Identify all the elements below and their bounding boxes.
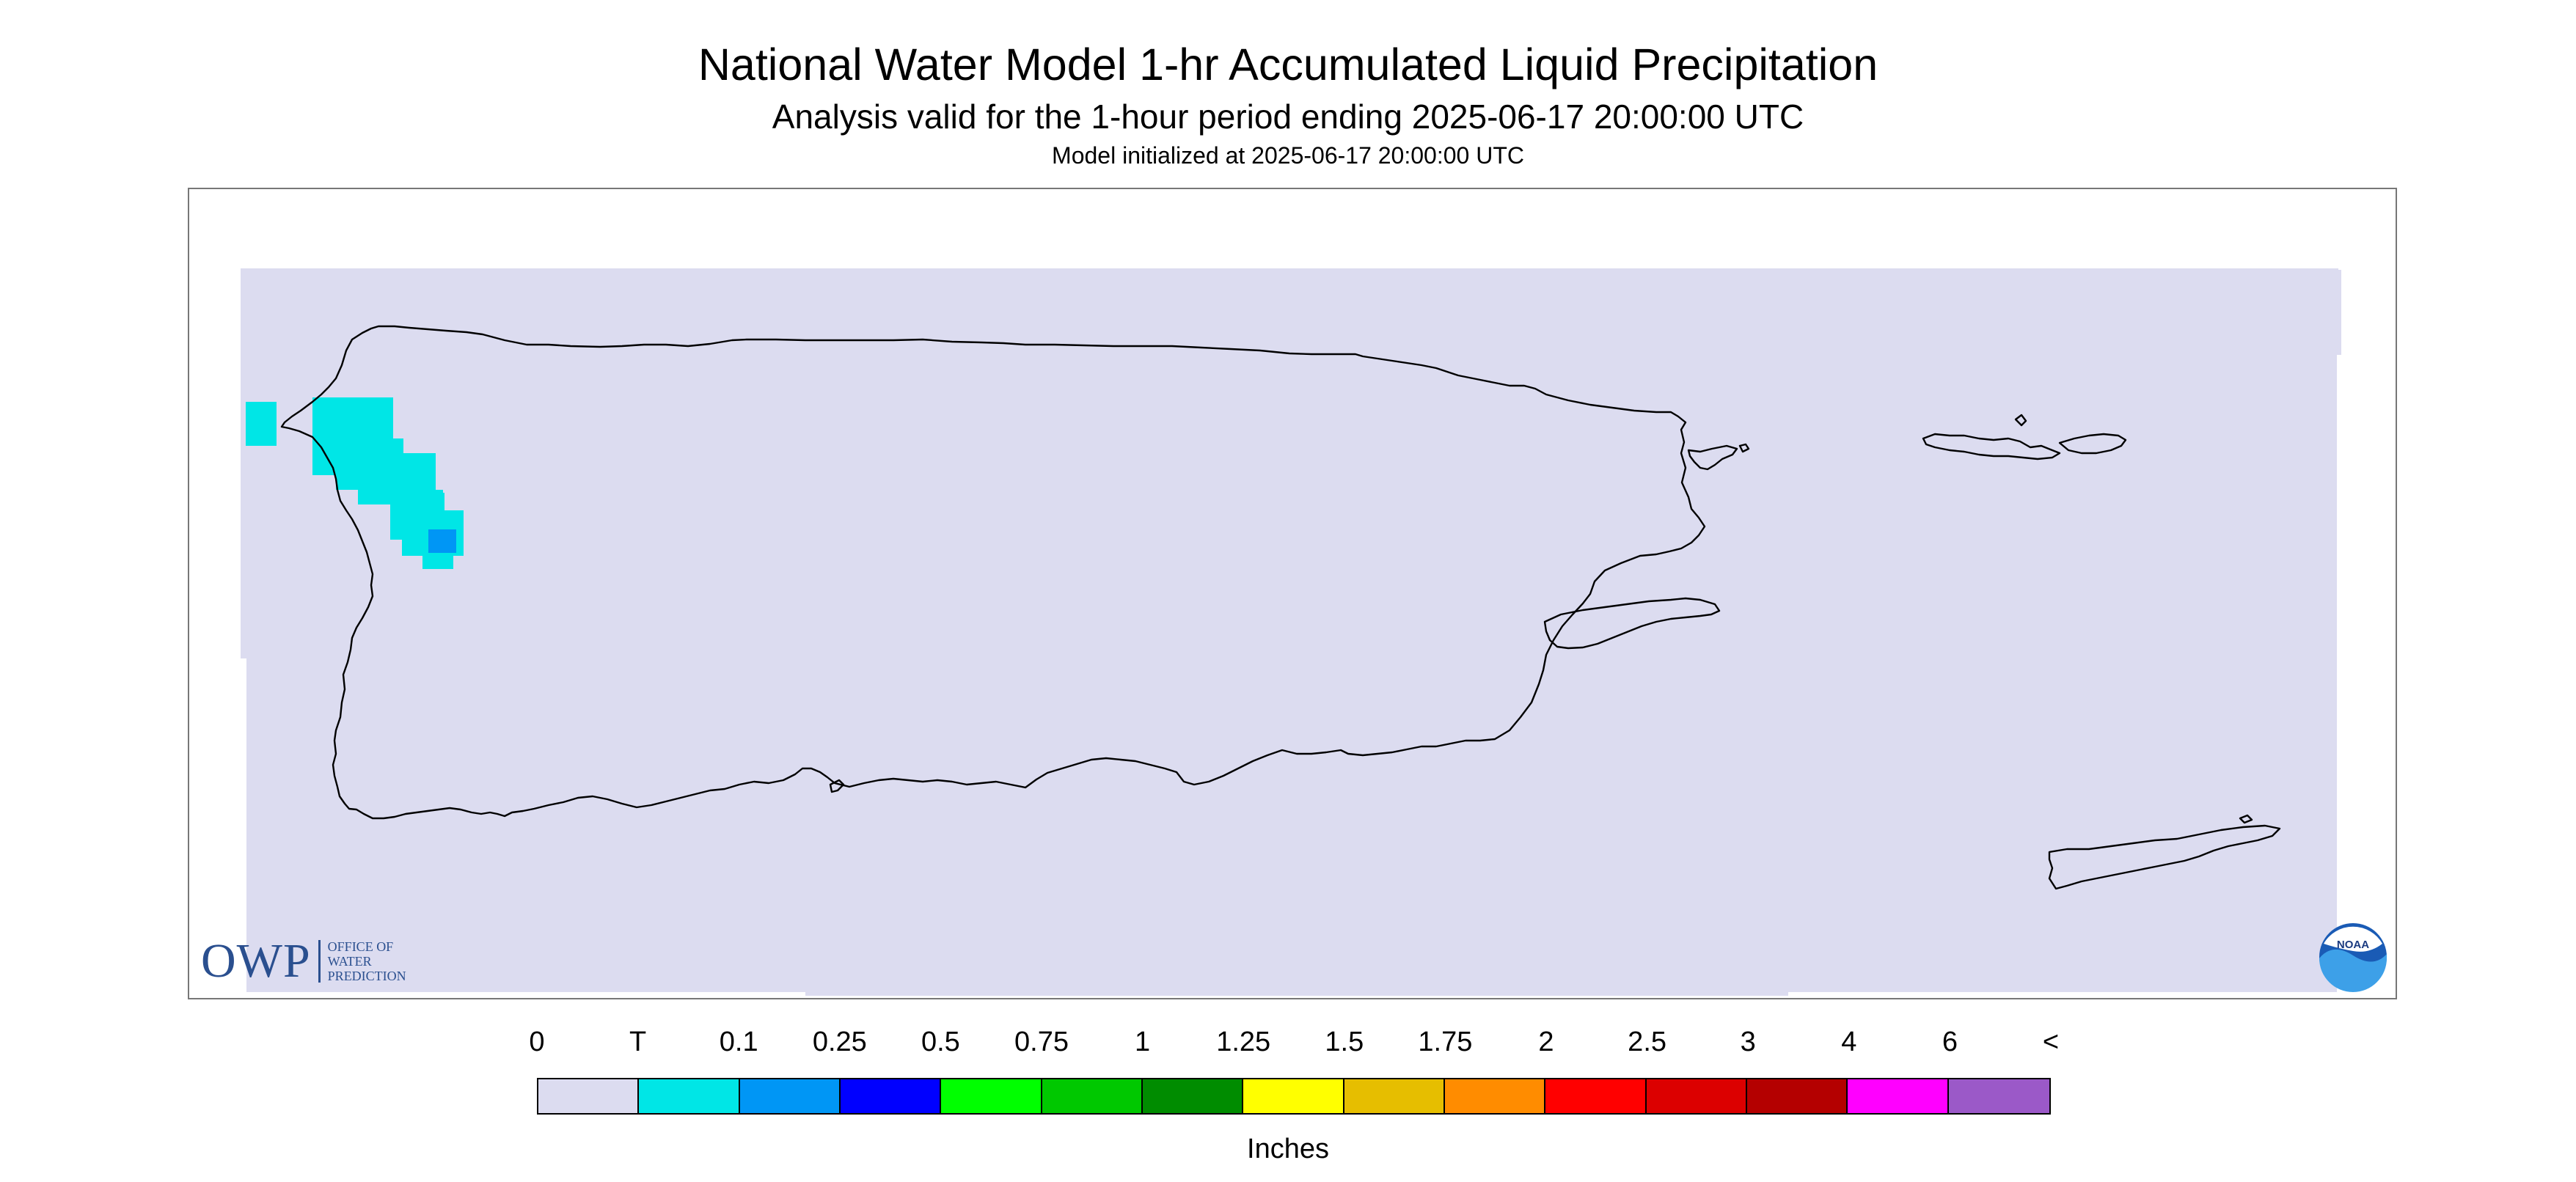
vieques-coastline xyxy=(1543,597,1721,650)
legend-tick-label: 1.25 xyxy=(1216,1027,1271,1057)
culebra-coastline xyxy=(1687,444,1738,471)
legend-tick-label: 2.5 xyxy=(1628,1027,1667,1057)
map-subtitle: Analysis valid for the 1-hour period end… xyxy=(772,98,1804,136)
legend-tick-label: 0 xyxy=(529,1027,545,1057)
st-john-coastline xyxy=(2058,433,2127,455)
precip-cells-trace xyxy=(246,397,464,569)
legend-units: Inches xyxy=(1247,1134,1329,1164)
owp-logo-letters: OWP xyxy=(201,934,311,988)
title-block: National Water Model 1-hr Accumulated Li… xyxy=(0,35,2576,172)
coastlines xyxy=(280,325,2281,890)
legend-color-box xyxy=(538,1079,640,1113)
st-croix-coastline xyxy=(2048,824,2281,890)
precip-cells-light xyxy=(428,529,456,553)
legend-tick-label: T xyxy=(629,1027,647,1057)
model-domain xyxy=(241,268,2341,996)
noaa-logo: NOAA xyxy=(2319,923,2387,992)
desecheo-coastline xyxy=(829,779,845,793)
legend-color-box xyxy=(739,1079,841,1113)
legend-color-box xyxy=(1848,1079,1949,1113)
legend-tick-label: 6 xyxy=(1942,1027,1958,1057)
legend-tick-label: 3 xyxy=(1740,1027,1756,1057)
legend-tick-label: 1 xyxy=(1135,1027,1151,1057)
legend-color-box xyxy=(639,1079,740,1113)
legend-color-box xyxy=(840,1079,942,1113)
legend-color-box xyxy=(1042,1079,1143,1113)
legend-tick-label: 0.75 xyxy=(1014,1027,1069,1057)
legend-color-box xyxy=(1344,1079,1445,1113)
legend-tick-label: 1.5 xyxy=(1325,1027,1364,1057)
legend-colorbar xyxy=(537,1078,2051,1115)
st-thomas-coastline xyxy=(1922,433,2061,460)
owp-logo: OWP OFFICE OF WATER PREDICTION xyxy=(201,933,406,989)
model-init-time: Model initialized at 2025-06-17 20:00:00… xyxy=(1052,142,1524,169)
owp-logo-line: WATER xyxy=(327,954,372,969)
owp-logo-line: OFFICE OF xyxy=(327,939,394,954)
legend-color-box xyxy=(1142,1079,1244,1113)
owp-logo-divider xyxy=(318,940,321,983)
legend-tick-label: 4 xyxy=(1841,1027,1857,1057)
hassel-island-coastline xyxy=(2014,414,2027,427)
color-legend: 0 T 0.1 0.25 0.5 0.75 1 1.25 1.5 1.75 2 2.5 3 4 6 < Inc… xyxy=(0,1027,2576,1182)
map-title: National Water Model 1-hr Accumulated Li… xyxy=(698,40,1878,89)
buck-island-coastline xyxy=(2239,814,2253,824)
legend-color-box xyxy=(1444,1079,1546,1113)
legend-tick-label: 1.75 xyxy=(1418,1027,1473,1057)
owp-logo-line: PREDICTION xyxy=(327,969,406,983)
legend-color-box xyxy=(941,1079,1042,1113)
legend-color-box xyxy=(1948,1079,2049,1113)
precipitation-map xyxy=(241,268,2341,996)
map-frame: OWP OFFICE OF WATER PREDICTION NOAA xyxy=(188,188,2397,999)
owp-logo-text: OFFICE OF WATER PREDICTION xyxy=(328,939,406,983)
legend-tick-label: 0.5 xyxy=(921,1027,960,1057)
legend-color-box xyxy=(1545,1079,1647,1113)
legend-color-box xyxy=(1746,1079,1848,1113)
puerto-rico-coastline xyxy=(280,325,1706,820)
legend-tick-label: 0.1 xyxy=(719,1027,758,1057)
noaa-logo-text: NOAA xyxy=(2337,939,2369,951)
legend-tick-label: 0.25 xyxy=(812,1027,867,1057)
legend-tick-label: < xyxy=(2042,1027,2060,1057)
legend-color-box xyxy=(1243,1079,1344,1113)
legend-color-box xyxy=(1646,1079,1747,1113)
legend-tick-label: 2 xyxy=(1538,1027,1554,1057)
culebrita-coastline xyxy=(1738,443,1750,453)
